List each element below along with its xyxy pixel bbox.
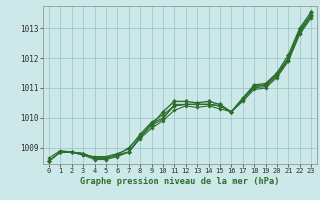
X-axis label: Graphe pression niveau de la mer (hPa): Graphe pression niveau de la mer (hPa) (80, 177, 280, 186)
